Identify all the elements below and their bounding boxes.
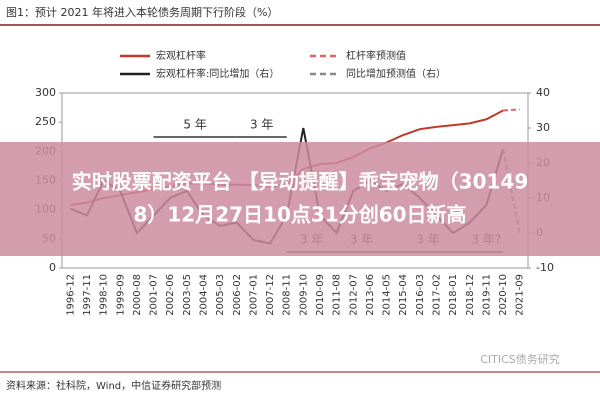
x-tick-label: 1997-11 <box>82 274 93 316</box>
x-tick-label: 2015-04 <box>398 274 409 316</box>
x-tick-label: 2016-03 <box>415 274 426 316</box>
x-tick-label: 1998-10 <box>99 274 110 316</box>
x-tick-label: 2003-05 <box>182 274 193 316</box>
x-tick-label: 2018-12 <box>465 274 476 316</box>
source: 资料来源：社科院，Wind，中信证券研究部预测 <box>6 379 221 392</box>
legend-label: 同比增加预测值（右） <box>346 67 446 80</box>
x-tick-label: 2014-05 <box>382 274 393 316</box>
watermark: CITICS债务研究 <box>480 352 560 366</box>
banner-text: 实时股票配资平台 【异动提醒】乖宝宠物（30149 <box>72 170 529 194</box>
x-tick-label: 2004-04 <box>198 274 209 316</box>
x-tick-label: 2021-09 <box>515 274 526 316</box>
x-tick-label: 2009-10 <box>298 274 309 316</box>
banner <box>0 142 600 256</box>
x-tick-label: 2006-02 <box>232 274 243 316</box>
y-tick-label: 250 <box>35 115 56 128</box>
x-tick-label: 1999-09 <box>115 274 126 316</box>
x-tick-label: 2013-06 <box>365 274 376 316</box>
x-tick-label: 2010-09 <box>315 274 326 316</box>
legend-label: 宏观杠杆率:同比增加（右） <box>156 67 279 80</box>
x-tick-label: 1996-12 <box>65 274 76 316</box>
x-tick-label: 2007-01 <box>248 274 259 316</box>
x-tick-label: 2005-03 <box>215 274 226 316</box>
x-tick-label: 2008-11 <box>282 274 293 316</box>
x-tick-label: 2000-08 <box>132 274 143 316</box>
legend-label: 杠杆率预测值 <box>346 49 406 62</box>
y-tick-label: 300 <box>35 86 56 99</box>
series-line <box>502 108 520 112</box>
annotation: 3 年 <box>250 118 273 132</box>
x-tick-label: 2002-06 <box>165 274 176 316</box>
x-tick-label: 2001-07 <box>149 274 160 316</box>
y2-tick-label: 30 <box>536 121 550 134</box>
y-tick-label: 0 <box>49 261 56 274</box>
x-tick-label: 2018-01 <box>448 274 459 316</box>
x-tick-label: 2007-12 <box>265 274 276 316</box>
y2-tick-label: 40 <box>536 86 550 99</box>
x-tick-label: 2019-11 <box>481 274 492 316</box>
y2-tick-label: -10 <box>536 261 554 274</box>
chart-title: 图1：预计 2021 年将进入本轮债务周期下行阶段（%） <box>6 5 278 19</box>
annotation: 5 年 <box>183 118 206 132</box>
x-tick-label: 2017-02 <box>431 274 442 316</box>
x-tick-label: 2012-07 <box>348 274 359 316</box>
x-tick-label: 2020-10 <box>498 274 509 316</box>
banner-text: 8）12月27日10点31分创60日新高 <box>133 203 466 227</box>
legend-label: 宏观杠杆率 <box>156 49 206 62</box>
x-tick-label: 2011-08 <box>332 274 343 316</box>
